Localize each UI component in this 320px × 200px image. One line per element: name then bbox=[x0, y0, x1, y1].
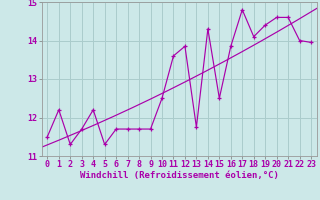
X-axis label: Windchill (Refroidissement éolien,°C): Windchill (Refroidissement éolien,°C) bbox=[80, 171, 279, 180]
